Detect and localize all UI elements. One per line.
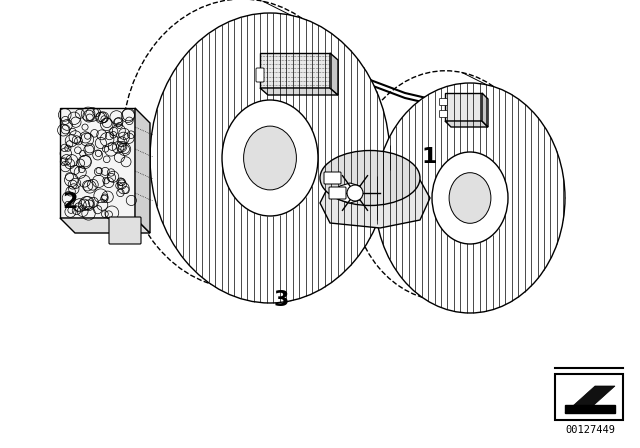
Ellipse shape xyxy=(122,0,362,289)
Ellipse shape xyxy=(222,100,318,216)
Ellipse shape xyxy=(351,71,541,301)
Text: 2: 2 xyxy=(63,192,78,211)
Polygon shape xyxy=(482,93,488,127)
Polygon shape xyxy=(260,88,338,95)
Polygon shape xyxy=(135,108,150,233)
Polygon shape xyxy=(320,176,430,228)
FancyBboxPatch shape xyxy=(440,99,447,105)
Ellipse shape xyxy=(150,13,390,303)
Polygon shape xyxy=(445,93,482,121)
FancyBboxPatch shape xyxy=(329,187,346,199)
Polygon shape xyxy=(445,121,488,127)
Polygon shape xyxy=(60,218,150,233)
Bar xyxy=(565,405,615,413)
Polygon shape xyxy=(565,386,615,413)
Circle shape xyxy=(347,185,363,201)
Ellipse shape xyxy=(320,151,420,206)
Polygon shape xyxy=(260,53,330,88)
Text: 3: 3 xyxy=(274,290,289,310)
Ellipse shape xyxy=(449,172,491,223)
Polygon shape xyxy=(205,76,273,179)
FancyBboxPatch shape xyxy=(109,217,141,244)
Ellipse shape xyxy=(375,83,565,313)
Text: 00127449: 00127449 xyxy=(565,425,615,435)
FancyBboxPatch shape xyxy=(440,111,447,117)
Polygon shape xyxy=(239,159,540,228)
Text: 1: 1 xyxy=(421,147,436,167)
Polygon shape xyxy=(335,183,360,203)
Bar xyxy=(555,374,623,420)
FancyBboxPatch shape xyxy=(256,68,264,82)
Polygon shape xyxy=(330,53,338,95)
FancyBboxPatch shape xyxy=(324,172,341,184)
Ellipse shape xyxy=(244,126,296,190)
Polygon shape xyxy=(60,108,135,218)
Ellipse shape xyxy=(432,152,508,244)
